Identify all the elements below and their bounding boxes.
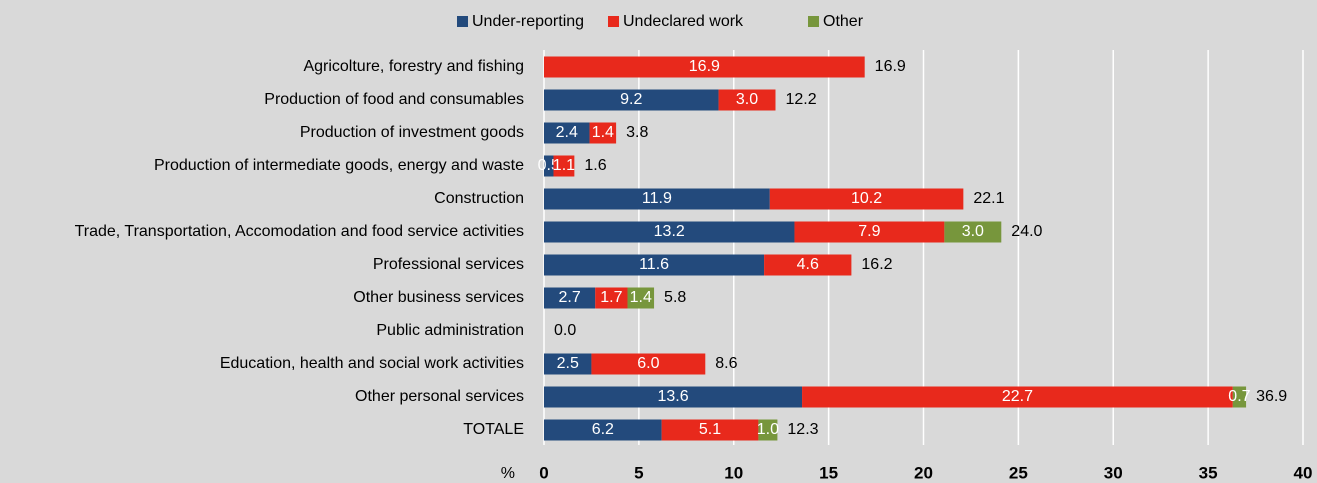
bar-segment <box>553 155 575 177</box>
bar-segment <box>544 122 590 144</box>
x-tick-label: 25 <box>1009 463 1028 482</box>
bar-segment <box>591 353 706 375</box>
bar-segment <box>802 386 1233 408</box>
total-label: 1.6 <box>584 157 606 174</box>
category-label: Education, health and social work activi… <box>220 355 524 372</box>
value-label: 11.6 <box>639 256 669 273</box>
category-label: Other personal services <box>355 388 524 405</box>
total-label: 3.8 <box>626 124 648 141</box>
value-label: 13.2 <box>654 223 685 240</box>
bar-segment <box>544 56 865 78</box>
bar-segment <box>944 221 1002 243</box>
x-tick-label: 5 <box>634 463 643 482</box>
x-tick-label: 15 <box>819 463 838 482</box>
value-label: 4.6 <box>797 256 819 273</box>
category-label: Trade, Transportation, Accomodation and … <box>75 223 524 240</box>
value-label: 2.7 <box>558 289 580 306</box>
total-label: 12.3 <box>787 421 818 438</box>
legend-label: Undeclared work <box>623 13 744 30</box>
category-label: Production of food and consumables <box>264 91 524 108</box>
total-label: 24.0 <box>1011 223 1042 240</box>
bar-segment <box>544 188 770 210</box>
x-tick-label: 35 <box>1199 463 1218 482</box>
bar-segment <box>544 221 795 243</box>
legend-swatch <box>808 16 819 27</box>
value-label: 0.7 <box>1228 388 1250 405</box>
value-label: 6.0 <box>637 355 659 372</box>
legend-label: Under-reporting <box>472 13 584 30</box>
bar-segment <box>544 287 596 309</box>
bar-segment <box>544 254 765 276</box>
total-label: 22.1 <box>973 190 1004 207</box>
value-label: 11.9 <box>642 190 672 207</box>
bar-segment <box>544 419 662 441</box>
bar-segment <box>758 419 778 441</box>
value-label: 2.5 <box>557 355 579 372</box>
bar-segment <box>794 221 945 243</box>
value-label: 13.6 <box>657 388 688 405</box>
total-label: 12.2 <box>785 91 816 108</box>
value-label: 6.2 <box>592 421 614 438</box>
bar-segment <box>589 122 617 144</box>
value-label: 7.9 <box>858 223 880 240</box>
total-label: 0.0 <box>554 322 576 339</box>
bar-segment <box>544 353 592 375</box>
category-label: Construction <box>434 190 524 207</box>
x-tick-label: 10 <box>724 463 743 482</box>
category-label: Professional services <box>373 256 524 273</box>
value-label: 1.4 <box>592 124 614 141</box>
legend-label: Other <box>823 13 864 30</box>
bar-segment <box>544 386 803 408</box>
value-label: 1.4 <box>630 289 652 306</box>
bar-segment <box>764 254 852 276</box>
value-label: 3.0 <box>962 223 984 240</box>
value-label: 5.1 <box>699 421 721 438</box>
value-label: 1.7 <box>600 289 622 306</box>
category-label: Agricolture, forestry and fishing <box>303 58 524 75</box>
x-axis-label: % <box>501 465 515 482</box>
bar-segment <box>627 287 655 309</box>
total-label: 16.9 <box>875 58 906 75</box>
bar-segment <box>769 188 964 210</box>
value-label: 22.7 <box>1002 388 1033 405</box>
category-label: Public administration <box>376 322 524 339</box>
x-tick-label: 30 <box>1104 463 1123 482</box>
bar-segment <box>544 155 554 177</box>
bar-segment <box>595 287 628 309</box>
total-label: 16.2 <box>861 256 892 273</box>
category-label: Production of investment goods <box>300 124 524 141</box>
x-tick-label: 0 <box>539 463 548 482</box>
x-tick-label: 20 <box>914 463 933 482</box>
value-label: 9.2 <box>620 91 642 108</box>
legend-swatch <box>608 16 619 27</box>
value-label: 10.2 <box>851 190 882 207</box>
category-label: Production of intermediate goods, energy… <box>154 157 524 174</box>
bar-segment <box>1232 386 1247 408</box>
category-label: Other business services <box>353 289 524 306</box>
value-label: 1.0 <box>757 421 779 438</box>
total-label: 5.8 <box>664 289 686 306</box>
value-label: 3.0 <box>736 91 758 108</box>
bar-segment <box>544 89 719 111</box>
value-label: 16.9 <box>689 58 720 75</box>
bar-segment <box>661 419 759 441</box>
value-label: 1.1 <box>553 157 575 174</box>
total-label: 36.9 <box>1256 388 1287 405</box>
legend-swatch <box>457 16 468 27</box>
value-label: 2.4 <box>556 124 578 141</box>
total-label: 8.6 <box>715 355 737 372</box>
category-label: TOTALE <box>463 421 524 438</box>
bar-segment <box>718 89 776 111</box>
x-tick-label: 40 <box>1294 463 1313 482</box>
